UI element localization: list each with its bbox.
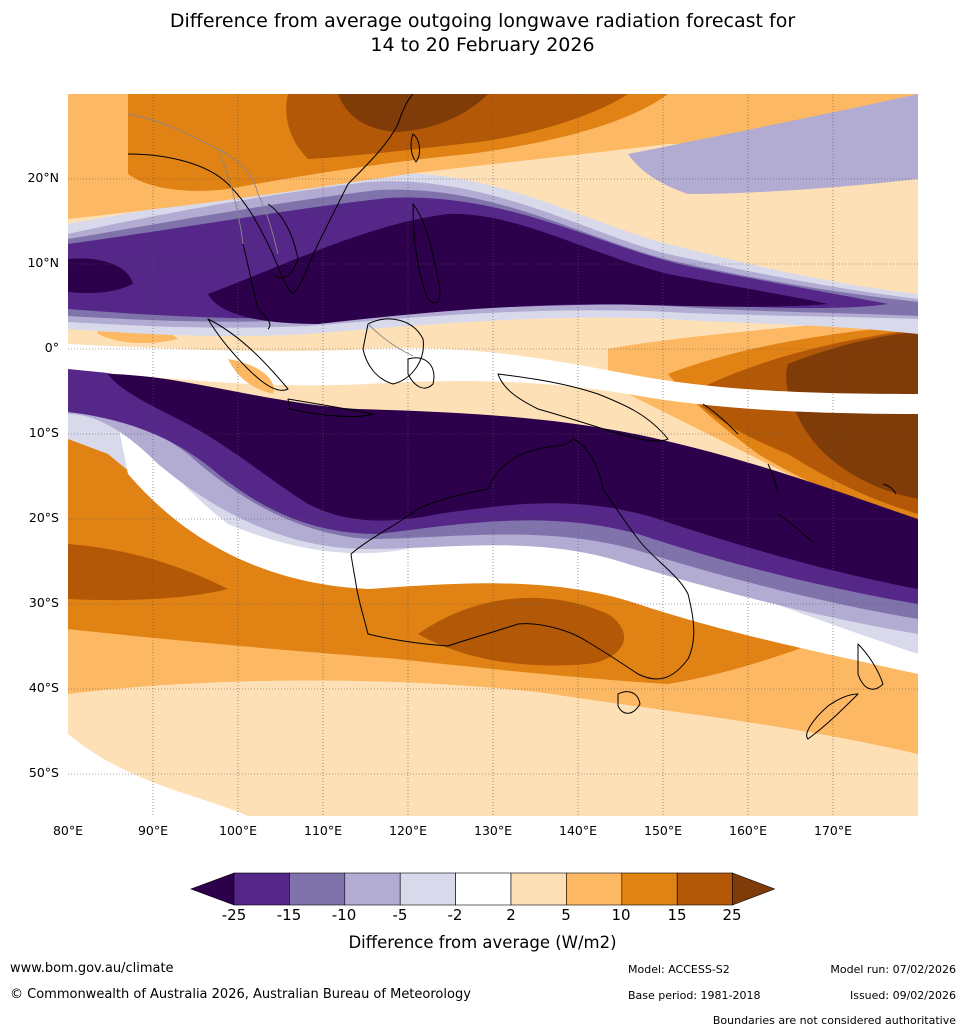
coastline-vanuatu: [767, 463, 779, 495]
coastline-asia: [127, 94, 414, 295]
coastline-malay-peninsula: [242, 243, 271, 330]
coastline-fiji: [882, 483, 897, 495]
coastline-borneo: [362, 318, 424, 385]
colorbar-tick-m25: -25: [221, 906, 247, 924]
field-eq-orange-patches: [98, 322, 274, 394]
coastline-nz-north: [857, 643, 884, 690]
coastline-java: [287, 398, 374, 417]
colorbar-cell: [510, 872, 567, 906]
olr-anomaly-map: [68, 94, 918, 816]
colorbar-cell: [190, 872, 235, 906]
colorbar-tick-15: 15: [667, 906, 687, 924]
coastline-indochina: [267, 203, 299, 279]
lon-label-100e: 100°E: [218, 823, 258, 838]
footer-disclaimer: Boundaries are not considered authoritat…: [712, 1014, 956, 1027]
footer-base-period: Base period: 1981-2018: [628, 989, 761, 1002]
footer-model-run: Model run: 07/02/2026: [830, 963, 956, 976]
coastline-solomons: [702, 403, 739, 435]
lon-label-120e: 120°E: [388, 823, 428, 838]
colorbar-cells: [190, 872, 776, 906]
map-title: Difference from average outgoing longwav…: [0, 9, 965, 57]
lat-label-0: 0°: [44, 340, 59, 355]
colorbar-tick-m15: -15: [276, 906, 302, 924]
lon-label-160e: 160°E: [728, 823, 768, 838]
colorbar-tick-25: 25: [722, 906, 742, 924]
coastline-tasmania: [617, 691, 641, 714]
lon-label-90e: 90°E: [137, 823, 169, 838]
lat-label-10s: 10°S: [28, 425, 59, 440]
coastline-philippines: [412, 203, 441, 304]
field-north-brown-2: [338, 94, 488, 132]
field-south-belt-white: [118, 424, 918, 674]
coastline-sulawesi: [407, 357, 435, 389]
lon-label-170e: 170°E: [813, 823, 853, 838]
colorbar-tick-5: 5: [561, 906, 571, 924]
lon-label-140e: 140°E: [558, 823, 598, 838]
coastline-new-guinea: [497, 373, 669, 442]
footer-issued: Issued: 09/02/2026: [849, 989, 956, 1002]
coastline-new-caledonia: [777, 513, 814, 543]
colorbar-cell: [344, 872, 401, 906]
graticule: [68, 94, 918, 816]
lat-label-40s: 40°S: [28, 680, 59, 695]
coastline-taiwan: [410, 133, 421, 163]
colorbar-title: Difference from average (W/m2): [348, 933, 617, 952]
lon-label-150e: 150°E: [643, 823, 683, 838]
colorbar-tick-2: 2: [506, 906, 516, 924]
field-north-core: [68, 213, 828, 324]
footer-website[interactable]: www.bom.gov.au/climate: [10, 961, 174, 976]
field-north-light-pacific: [628, 94, 918, 194]
colorbar-cell: [621, 872, 678, 906]
lat-label-10n: 10°N: [27, 255, 59, 270]
colorbar-cell: [289, 872, 346, 906]
footer-model: Model: ACCESS-S2: [628, 963, 730, 976]
field-indian-darkorange: [68, 544, 228, 601]
colorbar-cell: [455, 872, 512, 906]
colorbar-tick-m2: -2: [447, 906, 463, 924]
footer-copyright: © Commonwealth of Australia 2026, Austra…: [10, 987, 471, 1002]
lat-label-50s: 50°S: [28, 765, 59, 780]
colorbar-cell: [233, 872, 290, 906]
coastline-sumatra: [207, 318, 289, 391]
colorbar-cell: [676, 872, 733, 906]
coastline-nz-south: [806, 693, 859, 740]
field-pacific-brown: [786, 332, 918, 499]
field-south-white-patch: [68, 734, 248, 816]
colorbar-cell: [732, 872, 776, 906]
lat-label-30s: 30°S: [28, 595, 59, 610]
lat-label-20n: 20°N: [27, 170, 59, 185]
coastlines: [127, 94, 897, 740]
lon-label-110e: 110°E: [303, 823, 343, 838]
colorbar: [190, 872, 776, 910]
colorbar-tick-10: 10: [611, 906, 631, 924]
lon-label-80e: 80°E: [52, 823, 84, 838]
lon-label-130e: 130°E: [473, 823, 513, 838]
coastline-australia: [350, 438, 695, 680]
lat-label-20s: 20°S: [28, 510, 59, 525]
country-boundaries: [127, 113, 414, 357]
colorbar-tick-m5: -5: [392, 906, 408, 924]
colorbar-cell: [566, 872, 623, 906]
title-line-2: 14 to 20 February 2026: [370, 34, 595, 56]
colorbar-cell: [399, 872, 456, 906]
field-aus-darkorange-1: [418, 597, 625, 666]
field-aus-orange: [68, 409, 838, 684]
field-south-belt-core: [108, 374, 918, 589]
title-line-1: Difference from average outgoing longwav…: [169, 10, 796, 32]
colorbar-tick-m10: -10: [331, 906, 357, 924]
